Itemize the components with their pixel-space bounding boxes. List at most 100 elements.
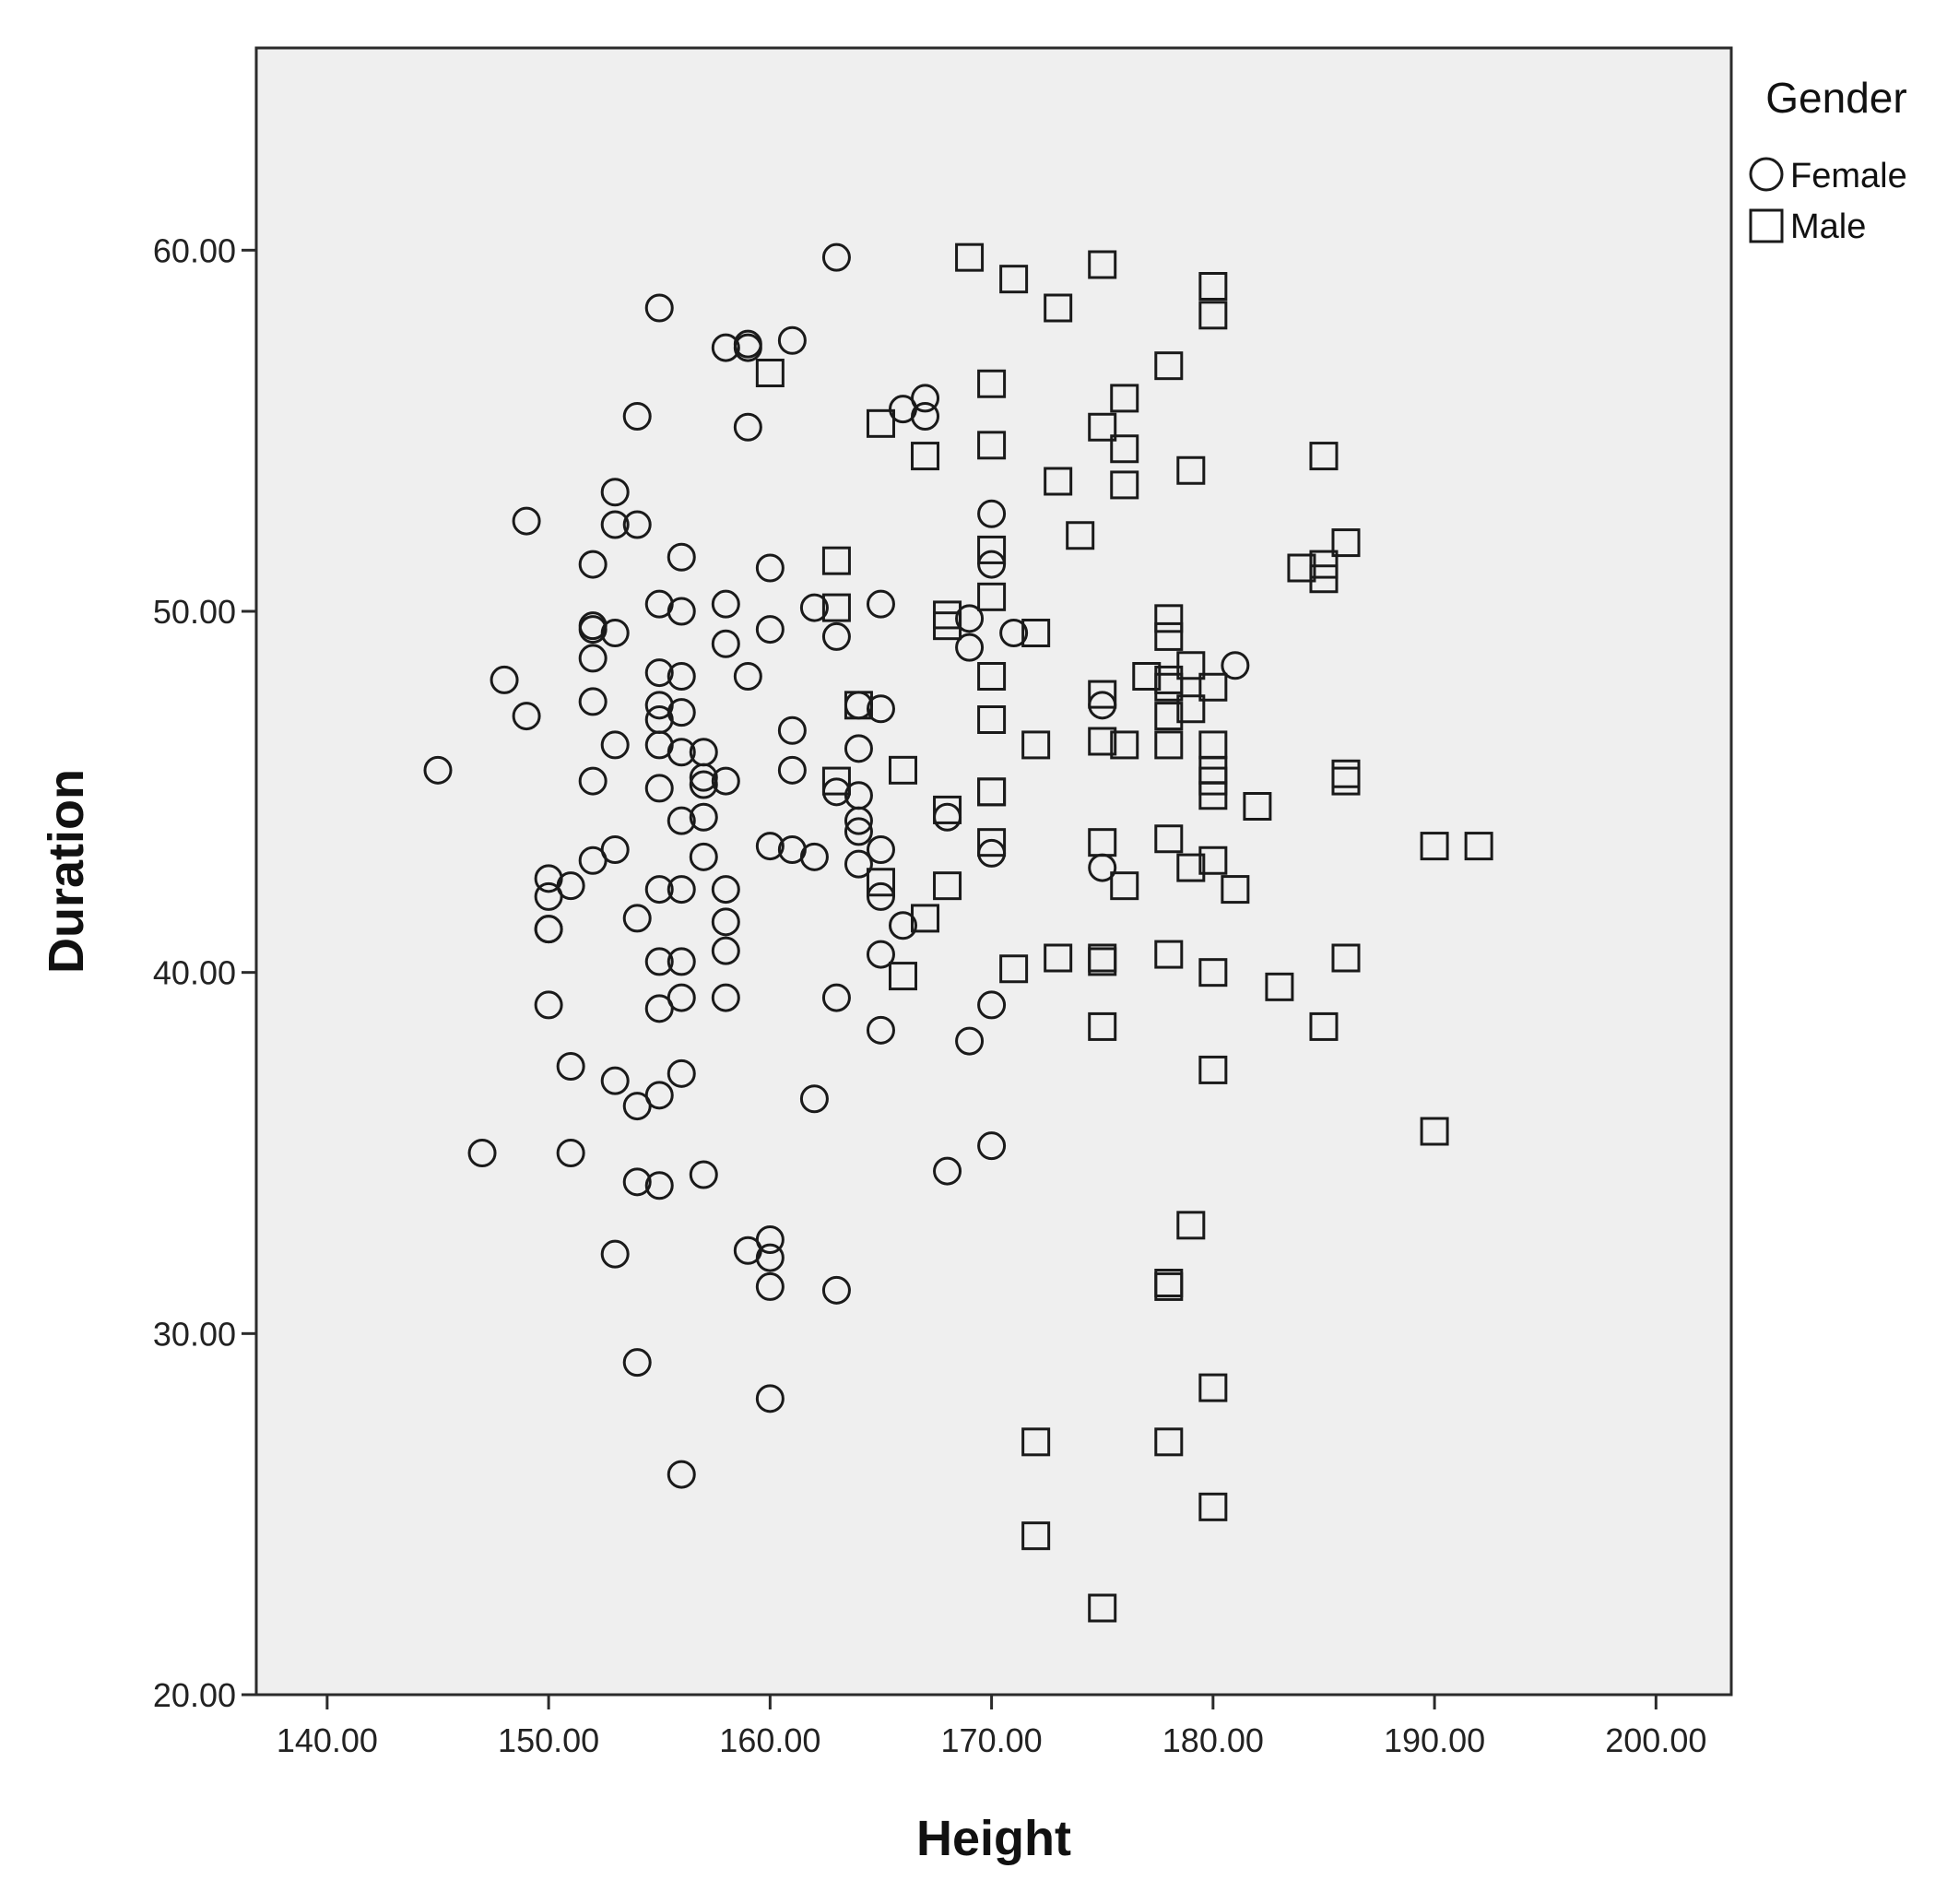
male-point: [1243, 792, 1272, 821]
male-point: [955, 242, 985, 272]
female-point: [689, 842, 718, 871]
male-point: [1088, 828, 1117, 857]
male-point: [1154, 351, 1184, 381]
male-point: [977, 662, 1007, 691]
female-point: [755, 1384, 785, 1413]
female-point: [578, 644, 608, 673]
female-point: [866, 694, 895, 724]
male-point: [1198, 1492, 1228, 1521]
male-point: [977, 369, 1007, 398]
male-point: [1044, 943, 1073, 973]
male-point: [1309, 442, 1339, 471]
female-point: [578, 550, 608, 579]
female-point: [844, 849, 873, 879]
female-point: [689, 763, 718, 792]
male-point: [1154, 1427, 1184, 1457]
female-point: [711, 333, 740, 362]
male-point: [1331, 943, 1361, 973]
female-point: [512, 506, 541, 536]
x-tick-label: 140.00: [277, 1721, 378, 1759]
female-point: [911, 384, 940, 413]
male-point: [1198, 846, 1228, 875]
female-point: [600, 510, 630, 539]
female-point: [622, 510, 652, 539]
male-point: [1021, 730, 1051, 760]
female-point: [622, 1092, 652, 1121]
male-point: [1176, 694, 1206, 724]
male-point: [1132, 662, 1162, 691]
female-point: [977, 499, 1007, 528]
female-point: [667, 875, 696, 905]
female-point: [977, 550, 1007, 579]
female-point: [755, 832, 785, 861]
female-point: [711, 875, 740, 905]
x-tick-label: 170.00: [941, 1721, 1043, 1759]
male-point: [1420, 1117, 1449, 1146]
female-point: [711, 589, 740, 619]
female-point: [622, 1167, 652, 1197]
male-point: [1154, 672, 1184, 702]
male-point: [1154, 702, 1184, 731]
female-point: [578, 687, 608, 716]
male-point: [866, 408, 895, 438]
x-tick-label: 150.00: [498, 1721, 599, 1759]
male-point: [1154, 1269, 1184, 1297]
male-point: [1154, 940, 1184, 969]
female-point: [667, 542, 696, 572]
female-point: [821, 1275, 851, 1305]
female-point: [600, 619, 630, 647]
male-point: [1265, 972, 1294, 1001]
y-tick-label: 60.00: [153, 231, 236, 269]
y-tick-label: 40.00: [153, 954, 236, 992]
female-point: [733, 333, 762, 362]
y-axis-title: Duration: [39, 769, 94, 974]
male-point: [1176, 1211, 1206, 1240]
female-point: [689, 770, 718, 799]
male-point: [1110, 434, 1139, 464]
female-point: [755, 1271, 785, 1301]
female-point: [644, 1171, 674, 1200]
male-point: [1044, 467, 1073, 496]
female-point: [667, 1460, 696, 1489]
female-point: [534, 990, 563, 1020]
male-point: [911, 442, 940, 471]
male-point: [933, 871, 962, 901]
data-points: [423, 242, 1493, 1623]
male-point: [1110, 730, 1139, 760]
female-point: [667, 738, 696, 767]
male-point: [999, 954, 1029, 984]
female-point: [711, 907, 740, 937]
female-point: [644, 658, 674, 688]
female-point: [733, 412, 762, 442]
female-point: [821, 621, 851, 651]
female-point: [999, 619, 1029, 647]
male-point: [1044, 293, 1073, 323]
female-point: [578, 846, 608, 875]
x-tick-label: 160.00: [719, 1721, 820, 1759]
legend: Gender Female Male: [1749, 74, 1907, 246]
female-point: [667, 806, 696, 835]
female-point: [490, 665, 519, 694]
male-point: [1198, 958, 1228, 987]
male-point: [1309, 564, 1339, 594]
female-point: [667, 662, 696, 691]
female-point: [777, 755, 807, 785]
y-tick-label: 20.00: [153, 1676, 236, 1714]
male-point: [933, 611, 962, 641]
male-point: [1154, 824, 1184, 854]
male-point: [1176, 455, 1206, 485]
female-point: [556, 1052, 585, 1081]
female-point: [733, 662, 762, 691]
male-point: [1021, 619, 1051, 647]
female-point: [955, 633, 985, 662]
female-point: [600, 730, 630, 760]
female-point: [534, 915, 563, 944]
x-tick-label: 190.00: [1384, 1721, 1485, 1759]
female-point: [667, 597, 696, 626]
female-point: [689, 1160, 718, 1189]
female-point: [821, 983, 851, 1012]
female-point: [578, 766, 608, 796]
male-point: [1198, 272, 1228, 301]
female-point: [911, 402, 940, 431]
